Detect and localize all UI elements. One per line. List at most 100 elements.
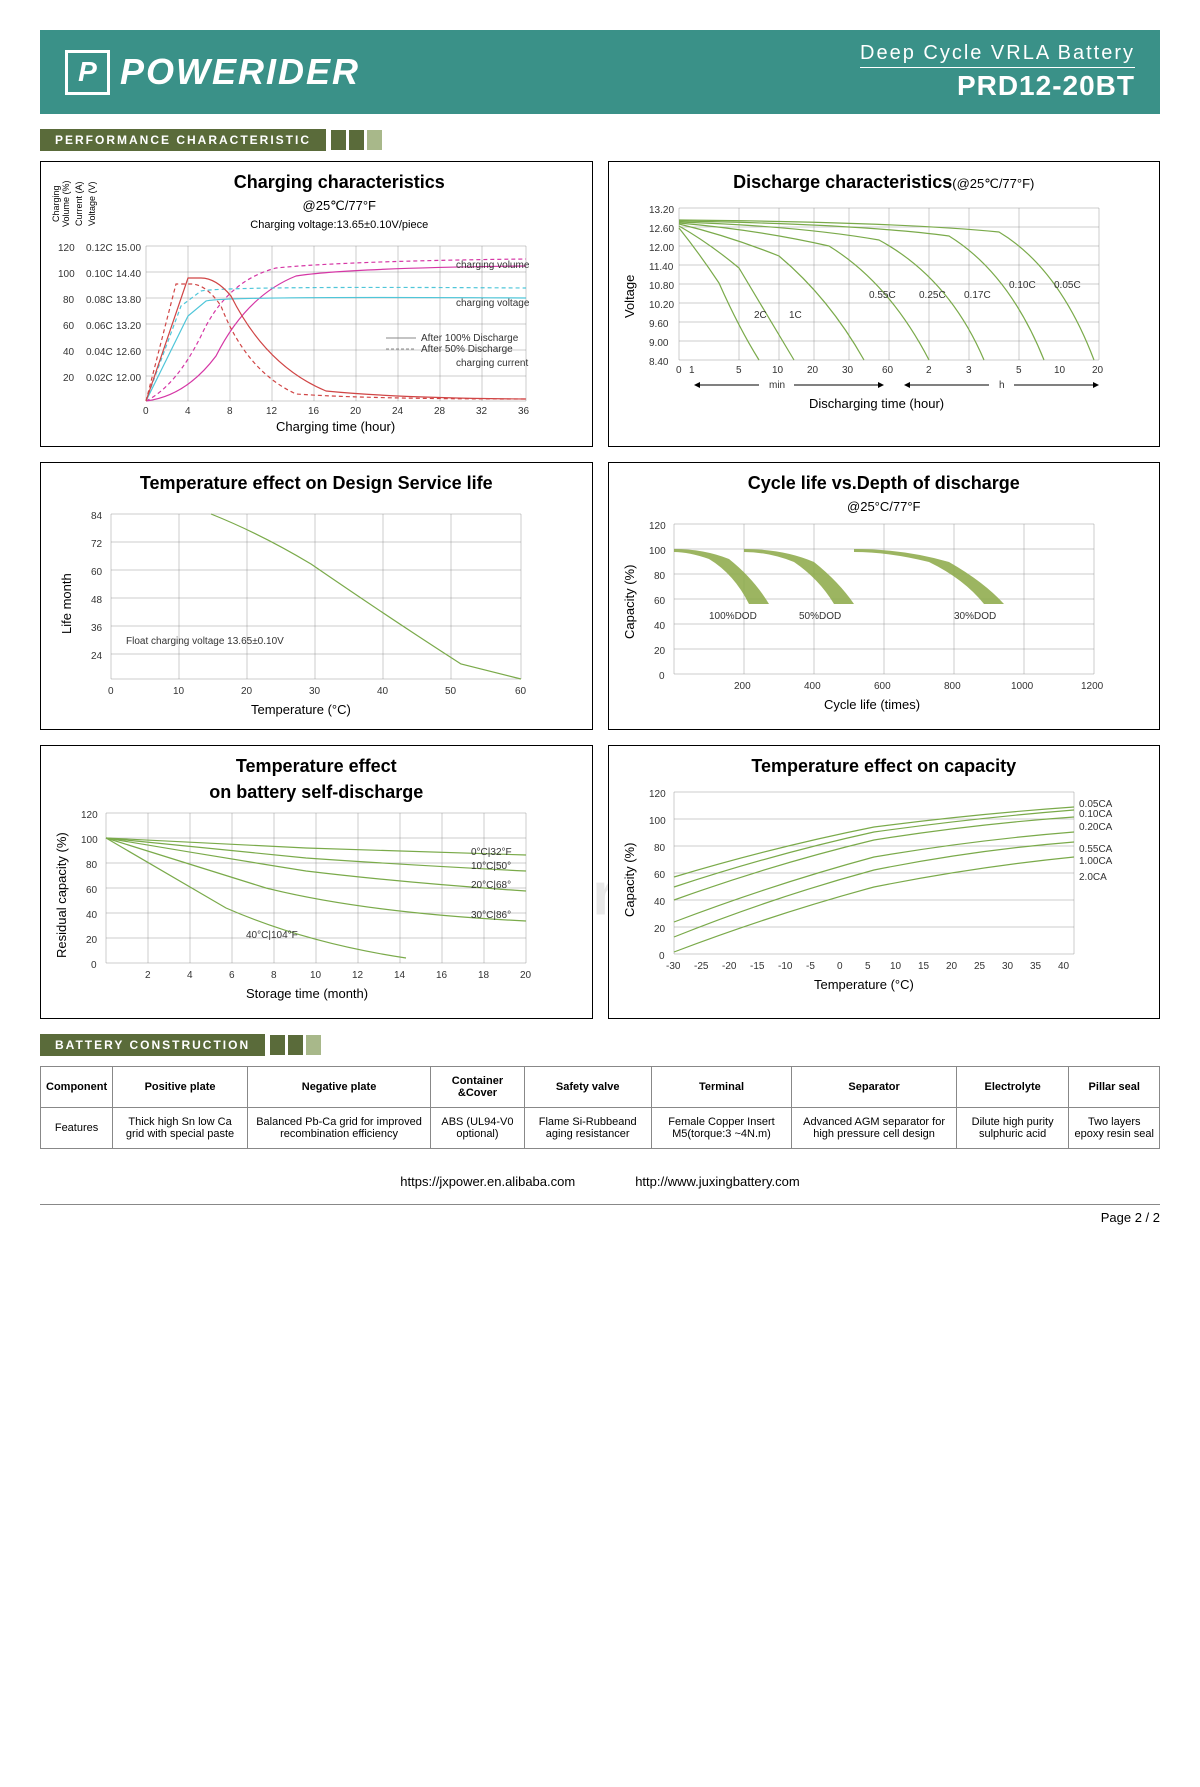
svg-text:10.80: 10.80	[649, 281, 674, 292]
svg-text:100: 100	[649, 546, 666, 557]
svg-text:120: 120	[58, 243, 75, 254]
svg-text:24: 24	[91, 651, 103, 662]
table-header: Separator	[792, 1067, 956, 1108]
svg-text:11.40: 11.40	[649, 262, 674, 273]
svg-text:0.17C: 0.17C	[964, 290, 991, 301]
svg-text:Capacity (%): Capacity (%)	[622, 565, 637, 639]
section-construction: BATTERY CONSTRUCTION	[40, 1034, 1160, 1056]
svg-text:10: 10	[173, 686, 185, 697]
svg-text:2: 2	[926, 365, 932, 376]
svg-text:0.55C: 0.55C	[869, 290, 896, 301]
svg-text:120: 120	[649, 521, 666, 532]
svg-text:13.20: 13.20	[116, 321, 141, 332]
svg-text:24: 24	[392, 406, 404, 417]
product-subtitle: Deep Cycle VRLA Battery	[860, 42, 1135, 65]
svg-text:0.10C: 0.10C	[86, 269, 113, 280]
svg-text:20: 20	[86, 935, 98, 946]
section-performance: PERFORMANCE CHARACTERISTIC	[40, 129, 1160, 151]
header: P POWERIDER Deep Cycle VRLA Battery PRD1…	[40, 30, 1160, 114]
url-alibaba: https://jxpower.en.alibaba.com	[400, 1174, 575, 1189]
svg-text:40: 40	[654, 621, 666, 632]
svg-text:charging volume: charging volume	[456, 260, 530, 271]
table-header: Electrolyte	[956, 1067, 1069, 1108]
svg-text:14: 14	[394, 970, 406, 981]
svg-text:0: 0	[659, 671, 665, 682]
svg-text:5: 5	[1016, 365, 1022, 376]
svg-text:After 50% Discharge: After 50% Discharge	[421, 344, 513, 355]
svg-text:13.20: 13.20	[649, 205, 674, 216]
svg-text:8.40: 8.40	[649, 357, 669, 368]
chart-charging: ChargingVolume (%) Current (A) Voltage (…	[40, 161, 593, 447]
discharge-svg: 13.2012.60 12.0011.40 10.8010.20 9.609.0…	[619, 198, 1129, 418]
svg-text:2: 2	[145, 970, 151, 981]
svg-text:0°C|32°F: 0°C|32°F	[471, 847, 512, 858]
svg-text:60: 60	[63, 321, 75, 332]
svg-text:13.80: 13.80	[116, 295, 141, 306]
table-header: Terminal	[651, 1067, 792, 1108]
svg-text:80: 80	[654, 843, 666, 854]
url-juxing: http://www.juxingbattery.com	[635, 1174, 800, 1189]
chart-discharge: Discharge characteristics(@25℃/77°F)	[608, 161, 1161, 447]
svg-text:14.40: 14.40	[116, 269, 141, 280]
svg-text:0.10CA: 0.10CA	[1079, 809, 1113, 820]
table-cell: Thick high Sn low Ca grid with special p…	[113, 1108, 248, 1149]
svg-text:charging voltage: charging voltage	[456, 298, 530, 309]
svg-text:1.00CA: 1.00CA	[1079, 856, 1113, 867]
svg-text:9.60: 9.60	[649, 319, 669, 330]
svg-text:8: 8	[227, 406, 233, 417]
svg-text:16: 16	[308, 406, 320, 417]
table-row-label: Features	[41, 1108, 113, 1149]
svg-text:20: 20	[807, 365, 819, 376]
table-header: Positive plate	[113, 1067, 248, 1108]
table-header: Pillar seal	[1069, 1067, 1160, 1108]
svg-text:40: 40	[86, 910, 98, 921]
svg-text:60: 60	[86, 885, 98, 896]
svg-text:20: 20	[1092, 365, 1104, 376]
svg-text:10: 10	[1054, 365, 1066, 376]
footer-links: https://jxpower.en.alibaba.com http://ww…	[40, 1174, 1160, 1189]
svg-text:0: 0	[837, 961, 843, 972]
table-cell: Balanced Pb-Ca grid for improved recombi…	[247, 1108, 430, 1149]
table-cell: Flame Si-Rubbeand aging resistancer	[524, 1108, 651, 1149]
svg-text:12.00: 12.00	[116, 373, 141, 384]
svg-text:16: 16	[436, 970, 448, 981]
svg-text:Residual capacity (%): Residual capacity (%)	[54, 832, 69, 958]
svg-text:1: 1	[689, 365, 695, 376]
brand-name: POWERIDER	[120, 51, 360, 93]
svg-text:Life month: Life month	[59, 573, 74, 634]
svg-text:5: 5	[736, 365, 742, 376]
table-cell: Two layers epoxy resin seal	[1069, 1108, 1160, 1149]
svg-text:20: 20	[350, 406, 362, 417]
product-model: PRD12-20BT	[860, 67, 1135, 102]
construction-table: ComponentPositive plateNegative plateCon…	[40, 1066, 1160, 1149]
svg-text:6: 6	[229, 970, 235, 981]
svg-text:80: 80	[86, 860, 98, 871]
svg-text:min: min	[769, 380, 785, 391]
svg-text:20: 20	[520, 970, 532, 981]
svg-text:8: 8	[271, 970, 277, 981]
svg-text:60: 60	[882, 365, 894, 376]
svg-text:charging current: charging current	[456, 358, 528, 369]
svg-text:35: 35	[1030, 961, 1042, 972]
svg-text:12.60: 12.60	[649, 224, 674, 235]
svg-text:0: 0	[143, 406, 149, 417]
svg-text:50%DOD: 50%DOD	[799, 611, 841, 622]
svg-text:20: 20	[946, 961, 958, 972]
svg-text:120: 120	[649, 789, 666, 800]
svg-text:-30: -30	[666, 961, 681, 972]
svg-text:36: 36	[518, 406, 530, 417]
svg-text:48: 48	[91, 595, 103, 606]
chart-cycle: Cycle life vs.Depth of discharge @25°C/7…	[608, 462, 1161, 730]
svg-text:9.00: 9.00	[649, 338, 669, 349]
svg-text:4: 4	[187, 970, 193, 981]
svg-text:10: 10	[772, 365, 784, 376]
svg-text:32: 32	[476, 406, 488, 417]
svg-text:100: 100	[81, 835, 98, 846]
svg-text:40: 40	[63, 347, 75, 358]
svg-text:80: 80	[654, 571, 666, 582]
svg-text:30: 30	[842, 365, 854, 376]
svg-text:-15: -15	[750, 961, 765, 972]
svg-text:60: 60	[91, 567, 103, 578]
svg-text:28: 28	[434, 406, 446, 417]
svg-text:30%DOD: 30%DOD	[954, 611, 996, 622]
